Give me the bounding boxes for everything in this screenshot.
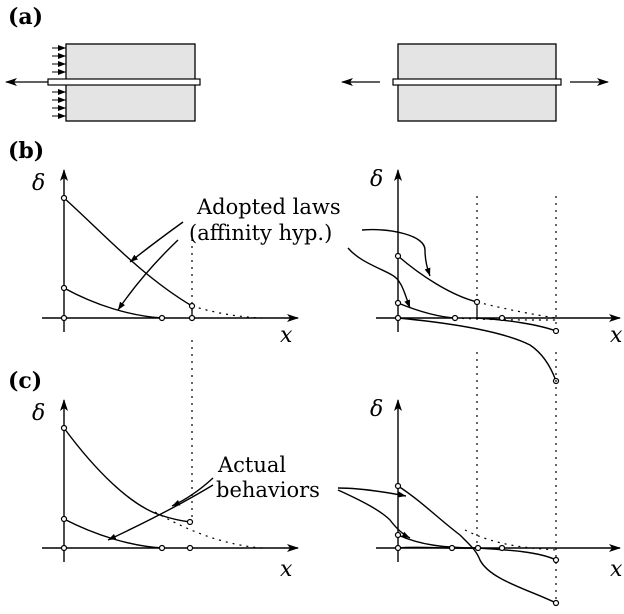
panel-label-b: (b) [8,138,44,164]
pointer-arrow [337,487,407,498]
delta-label-b-left: δ [32,171,45,196]
node [394,314,402,322]
node [158,314,166,322]
curve-upper-c-right [397,485,557,604]
extension-lower-b-right [454,317,557,321]
extension-b-left [191,305,263,319]
annotation-actual-behaviors: Actual behaviors [107,453,411,541]
actual-behaviors-line1: Actual [217,453,286,477]
node [473,298,481,306]
panel-label-a: (a) [8,4,43,30]
delta-label-c-left: δ [32,401,45,426]
curve-middle-c-right [477,547,557,561]
pointer-arrow [129,221,184,263]
reinforcement-bar-left [47,78,201,86]
extension-c-left [154,511,263,549]
curve-middle-b-right [476,317,557,332]
plot-b-right: δ x [370,167,623,385]
node [394,299,402,307]
node [60,424,68,432]
reaction-arrows-left [52,45,66,119]
annotation-adopted-laws: Adopted laws (affinity hyp.) [117,195,431,311]
node [552,327,560,335]
x-label-b-left: x [280,323,293,348]
node [188,314,196,322]
node [186,544,194,552]
adopted-laws-line2: (affinity hyp.) [189,221,332,245]
pointer-arrow [361,228,431,277]
curve-lower-b-left [63,287,163,319]
plot-c-right: δ x [370,352,623,607]
x-label-b-right: x [610,323,623,348]
actual-behaviors-line2: behaviors [216,478,320,502]
node [60,284,68,292]
plot-b-left: δ x [32,169,299,348]
delta-label-c-right: δ [370,397,383,422]
curve-upper-b-left [63,197,193,307]
curve-negative-b-right [397,317,557,382]
pointer-arrow [117,239,179,311]
delta-label-b-right: δ [370,167,383,192]
pointer-arrow [171,477,214,507]
node [60,544,68,552]
x-label-c-left: x [280,557,293,582]
plot-c-left: δ x [32,340,299,582]
pointer-arrow [337,489,411,539]
extension-b-right [476,301,557,319]
reinforcement-bar-right [392,78,562,86]
curve-upper-b-right [397,255,478,303]
pointer-arrow [347,247,411,309]
node [552,599,560,607]
node [474,544,482,552]
node [60,194,68,202]
node [552,556,560,564]
node [498,544,506,552]
node [60,314,68,322]
extension-c-right [464,529,557,551]
node [186,518,194,526]
tie-setup-right [341,43,609,122]
panel-label-c: (c) [8,368,42,394]
x-label-c-right: x [610,557,623,582]
node [394,531,402,539]
pullout-setup-left [5,43,201,122]
curve-upper-c-left [63,427,191,523]
node [394,482,402,490]
node [188,302,196,310]
node [60,515,68,523]
node [394,544,402,552]
node [394,252,402,260]
node [498,314,506,322]
node [158,544,166,552]
node [451,314,459,322]
curve-lower-c-left [63,518,163,549]
curve-base-c-right [397,546,479,549]
node [448,544,456,552]
curve-lower-b-right [397,302,456,319]
adopted-laws-line1: Adopted laws [196,195,341,219]
pointer-arrow [107,484,214,541]
